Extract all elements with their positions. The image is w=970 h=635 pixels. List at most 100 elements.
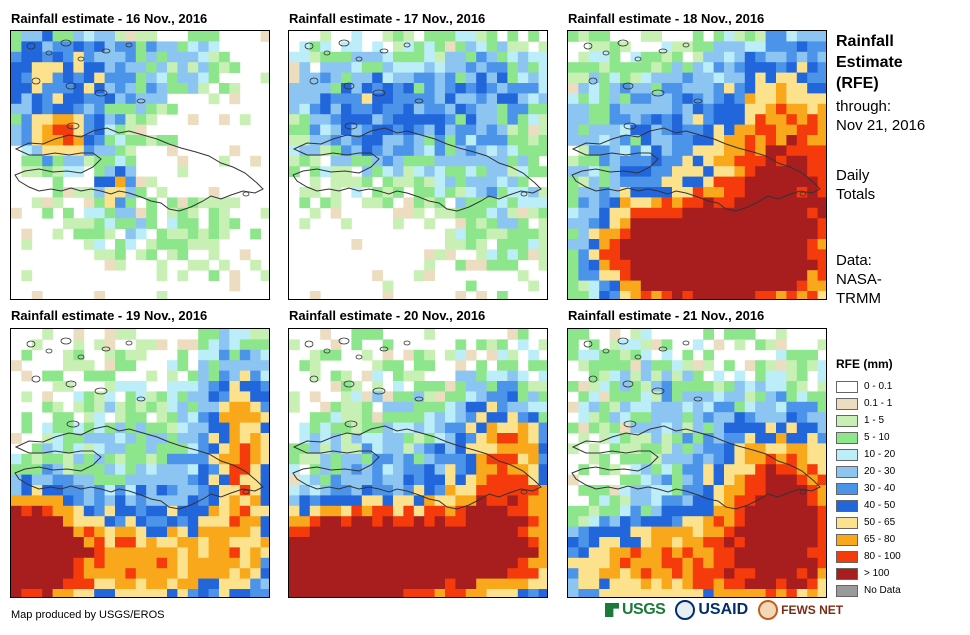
rainfall-cell: [588, 155, 600, 167]
rainfall-cell: [599, 370, 610, 382]
rainfall-cell: [796, 443, 808, 455]
rainfall-cell: [734, 329, 746, 340]
rainfall-cell: [403, 103, 415, 115]
rainfall-cell: [250, 453, 261, 465]
rainfall-cell: [146, 103, 157, 115]
rainfall-cell: [455, 187, 467, 198]
rainfall-cell: [125, 197, 137, 209]
rainfall-cell: [630, 381, 642, 392]
rainfall-cell: [146, 526, 157, 538]
rainfall-cell: [198, 370, 209, 382]
rainfall-cell: [146, 218, 157, 229]
rainfall-cell: [682, 391, 694, 403]
islet-outline: [355, 56, 363, 62]
rainfall-cell: [393, 526, 404, 538]
rainfall-cell: [146, 474, 157, 486]
rainfall-cell: [135, 526, 147, 538]
rainfall-cell: [497, 422, 508, 434]
rainfall-cell: [94, 391, 105, 403]
rainfall-cell: [177, 41, 189, 53]
rainfall-cell: [620, 360, 631, 371]
rainfall-cell: [755, 124, 766, 136]
rainfall-cell: [219, 485, 230, 496]
rainfall-cell: [208, 568, 220, 579]
rainfall-cell: [713, 526, 725, 538]
rainfall-cell: [11, 495, 22, 507]
rainfall-cell: [94, 218, 105, 229]
rainfall-cell: [455, 176, 467, 188]
rainfall-cell: [568, 124, 579, 136]
rainfall-cell: [661, 114, 673, 125]
rainfall-cell: [640, 62, 652, 73]
rainfall-cell: [455, 422, 467, 434]
rainfall-cell: [517, 103, 529, 115]
rainfall-cell: [776, 31, 787, 42]
rainfall-cell: [517, 443, 529, 455]
rainfall-cell: [599, 391, 610, 403]
rainfall-cell: [744, 433, 756, 444]
rainfall-cell: [83, 239, 95, 250]
rainfall-cell: [672, 176, 683, 188]
rainfall-cell: [229, 401, 241, 413]
rainfall-cell: [21, 526, 33, 538]
rainfall-cell: [413, 124, 425, 136]
rainfall-cell: [651, 433, 662, 444]
rainfall-cell: [208, 93, 220, 105]
rainfall-cell: [63, 568, 74, 579]
rainfall-cell: [786, 145, 798, 157]
rainfall-cell: [198, 568, 209, 579]
rainfall-cell: [198, 72, 209, 84]
rainfall-cell: [11, 578, 22, 590]
rainfall-cell: [476, 124, 487, 136]
rainfall-cell: [455, 72, 467, 84]
rainfall-cell: [599, 114, 610, 125]
rainfall-cell: [63, 135, 74, 146]
rainfall-cell: [239, 349, 251, 361]
rainfall-cell: [52, 370, 64, 382]
rainfall-cell: [424, 259, 435, 271]
rainfall-cell: [703, 578, 714, 590]
rainfall-cell: [538, 103, 547, 115]
rainfall-cell: [309, 207, 321, 219]
rainfall-cell: [341, 505, 352, 517]
rainfall-cell: [578, 589, 590, 597]
rainfall-cell: [599, 526, 610, 538]
rainfall-cell: [330, 381, 342, 392]
rainfall-cell: [83, 485, 95, 496]
rainfall-cell: [361, 537, 373, 548]
rainfall-cell: [796, 547, 808, 559]
rainfall-cell: [330, 401, 342, 413]
rainfall-cell: [568, 83, 579, 94]
rainfall-cell: [382, 114, 394, 125]
rainfall-cell: [219, 422, 230, 434]
rainfall-cell: [31, 537, 43, 548]
rainfall-cell: [724, 270, 735, 281]
rainfall-cell: [393, 360, 404, 371]
rainfall-cell: [104, 72, 116, 84]
rainfall-cell: [817, 166, 826, 177]
rainfall-cell: [167, 197, 178, 209]
rainfall-cell: [497, 124, 508, 136]
rainfall-cell: [507, 537, 519, 548]
rainfall-cell: [208, 381, 220, 392]
rainfall-cell: [299, 505, 311, 517]
rainfall-cell: [486, 516, 498, 527]
rainfall-cell: [63, 360, 74, 371]
rainfall-cell: [83, 578, 95, 590]
rainfall-cell: [630, 249, 642, 261]
rainfall-cell: [692, 589, 704, 597]
rainfall-cell: [465, 349, 477, 361]
rainfall-cell: [135, 207, 147, 219]
rainfall-cell: [755, 495, 766, 507]
rainfall-cell: [187, 218, 199, 229]
rainfall-cell: [413, 495, 425, 507]
rainfall-cell: [403, 516, 415, 527]
rainfall-cell: [11, 474, 22, 486]
rainfall-cell: [73, 41, 85, 53]
rainfall-cell: [528, 568, 539, 579]
rainfall-cell: [517, 239, 529, 250]
rainfall-cell: [115, 62, 126, 73]
rainfall-cell: [703, 93, 714, 105]
rainfall-cell: [125, 422, 137, 434]
